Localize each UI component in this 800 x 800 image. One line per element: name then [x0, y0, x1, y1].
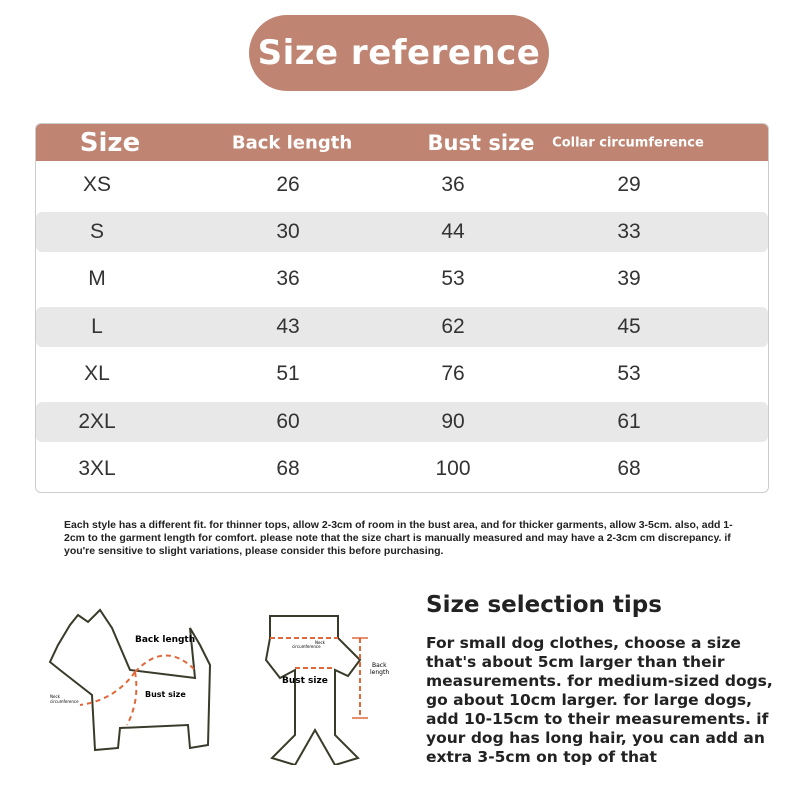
table-cell: 43 [276, 314, 300, 338]
dog-bust-size-label: Bust size [145, 690, 186, 699]
fit-note: Each style has a different fit. for thin… [64, 519, 733, 557]
dog-neck-label: Neck [50, 694, 61, 699]
garment-neck-label: Neck [315, 640, 326, 645]
page-title: Size reference [249, 15, 549, 91]
table-cell: 53 [441, 267, 465, 291]
table-cell: 53 [617, 362, 641, 386]
table-cell: 62 [441, 314, 465, 338]
table-cell: 36 [276, 267, 300, 291]
table-cell: 68 [617, 456, 641, 480]
table-cell: 68 [276, 456, 300, 480]
back-length-line [134, 654, 196, 673]
table-cell: 3XL [78, 456, 116, 480]
table-cell: S [89, 219, 105, 243]
table-cell: 100 [435, 456, 471, 480]
table-cell: 2XL [78, 409, 116, 433]
table-cell: 51 [276, 362, 300, 386]
table-row: M 36 53 39 [36, 259, 768, 299]
garment-back-label-2: length [370, 669, 389, 676]
table-cell: 36 [441, 172, 465, 196]
table-cell: 90 [441, 409, 465, 433]
table-cell: 33 [617, 219, 641, 243]
table-row: S 30 44 33 [36, 211, 768, 252]
table-cell: L [91, 314, 103, 338]
garment-neck-label-2: circumference [292, 644, 321, 649]
tips-body: For small dog clothes, choose a size tha… [426, 634, 773, 766]
table-header: Size Back length Bust size Collar circum… [36, 124, 768, 161]
table-cell: 26 [276, 172, 300, 196]
tips-title: Size selection tips [426, 592, 662, 618]
table-cell: XL [84, 362, 110, 386]
bust-line [126, 671, 138, 726]
table-cell: M [88, 267, 106, 291]
table-cell: 29 [617, 172, 641, 196]
dog-back-length-label: Back length [135, 635, 195, 645]
table-cell: 60 [276, 409, 300, 433]
header-size: Size [79, 127, 141, 158]
table-cell: 61 [617, 409, 641, 433]
dog-outline [48, 608, 212, 752]
dog-diagram: Back length Bust size Neck circumference [48, 608, 212, 752]
table-row: 2XL 60 90 61 [36, 401, 768, 442]
garment-diagram: Neck circumference Bust size Back length [264, 615, 389, 765]
header-collar: Collar circumference [552, 135, 704, 150]
table-cell: 44 [441, 219, 465, 243]
neck-line [79, 671, 136, 706]
table-cell: 30 [276, 219, 300, 243]
size-table: Size Back length Bust size Collar circum… [35, 123, 769, 493]
table-cell: 39 [617, 267, 641, 291]
header-bust-size: Bust size [427, 130, 535, 155]
garment-back-label: Back [372, 662, 387, 669]
header-back-length: Back length [231, 132, 353, 153]
table-cell: 45 [617, 314, 641, 338]
dog-neck-label-2: circumference [50, 699, 79, 704]
garment-outline [264, 615, 362, 765]
table-row: 3XL 68 100 68 [36, 449, 768, 489]
table-row: XL 51 76 53 [36, 354, 768, 394]
garment-bust-size-label: Bust size [282, 676, 328, 686]
table-cell: XS [82, 172, 112, 196]
table-cell: 76 [441, 362, 465, 386]
table-row: L 43 62 45 [36, 306, 768, 347]
table-row: XS 26 36 29 [36, 165, 768, 205]
